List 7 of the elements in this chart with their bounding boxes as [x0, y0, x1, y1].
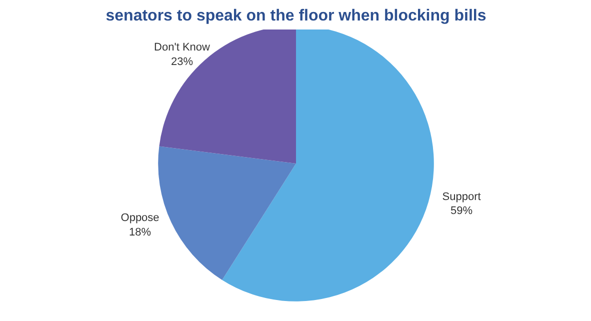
data-label: 18% [129, 226, 152, 239]
chart-title: senators to speak on the floor when blocking bills [106, 8, 486, 24]
data-label: 23% [171, 56, 194, 68]
data-label: 59% [450, 205, 473, 218]
slice-label: Oppose [120, 212, 160, 224]
slice-label: Support [442, 190, 481, 203]
slice-label: Don't Know [154, 41, 210, 54]
